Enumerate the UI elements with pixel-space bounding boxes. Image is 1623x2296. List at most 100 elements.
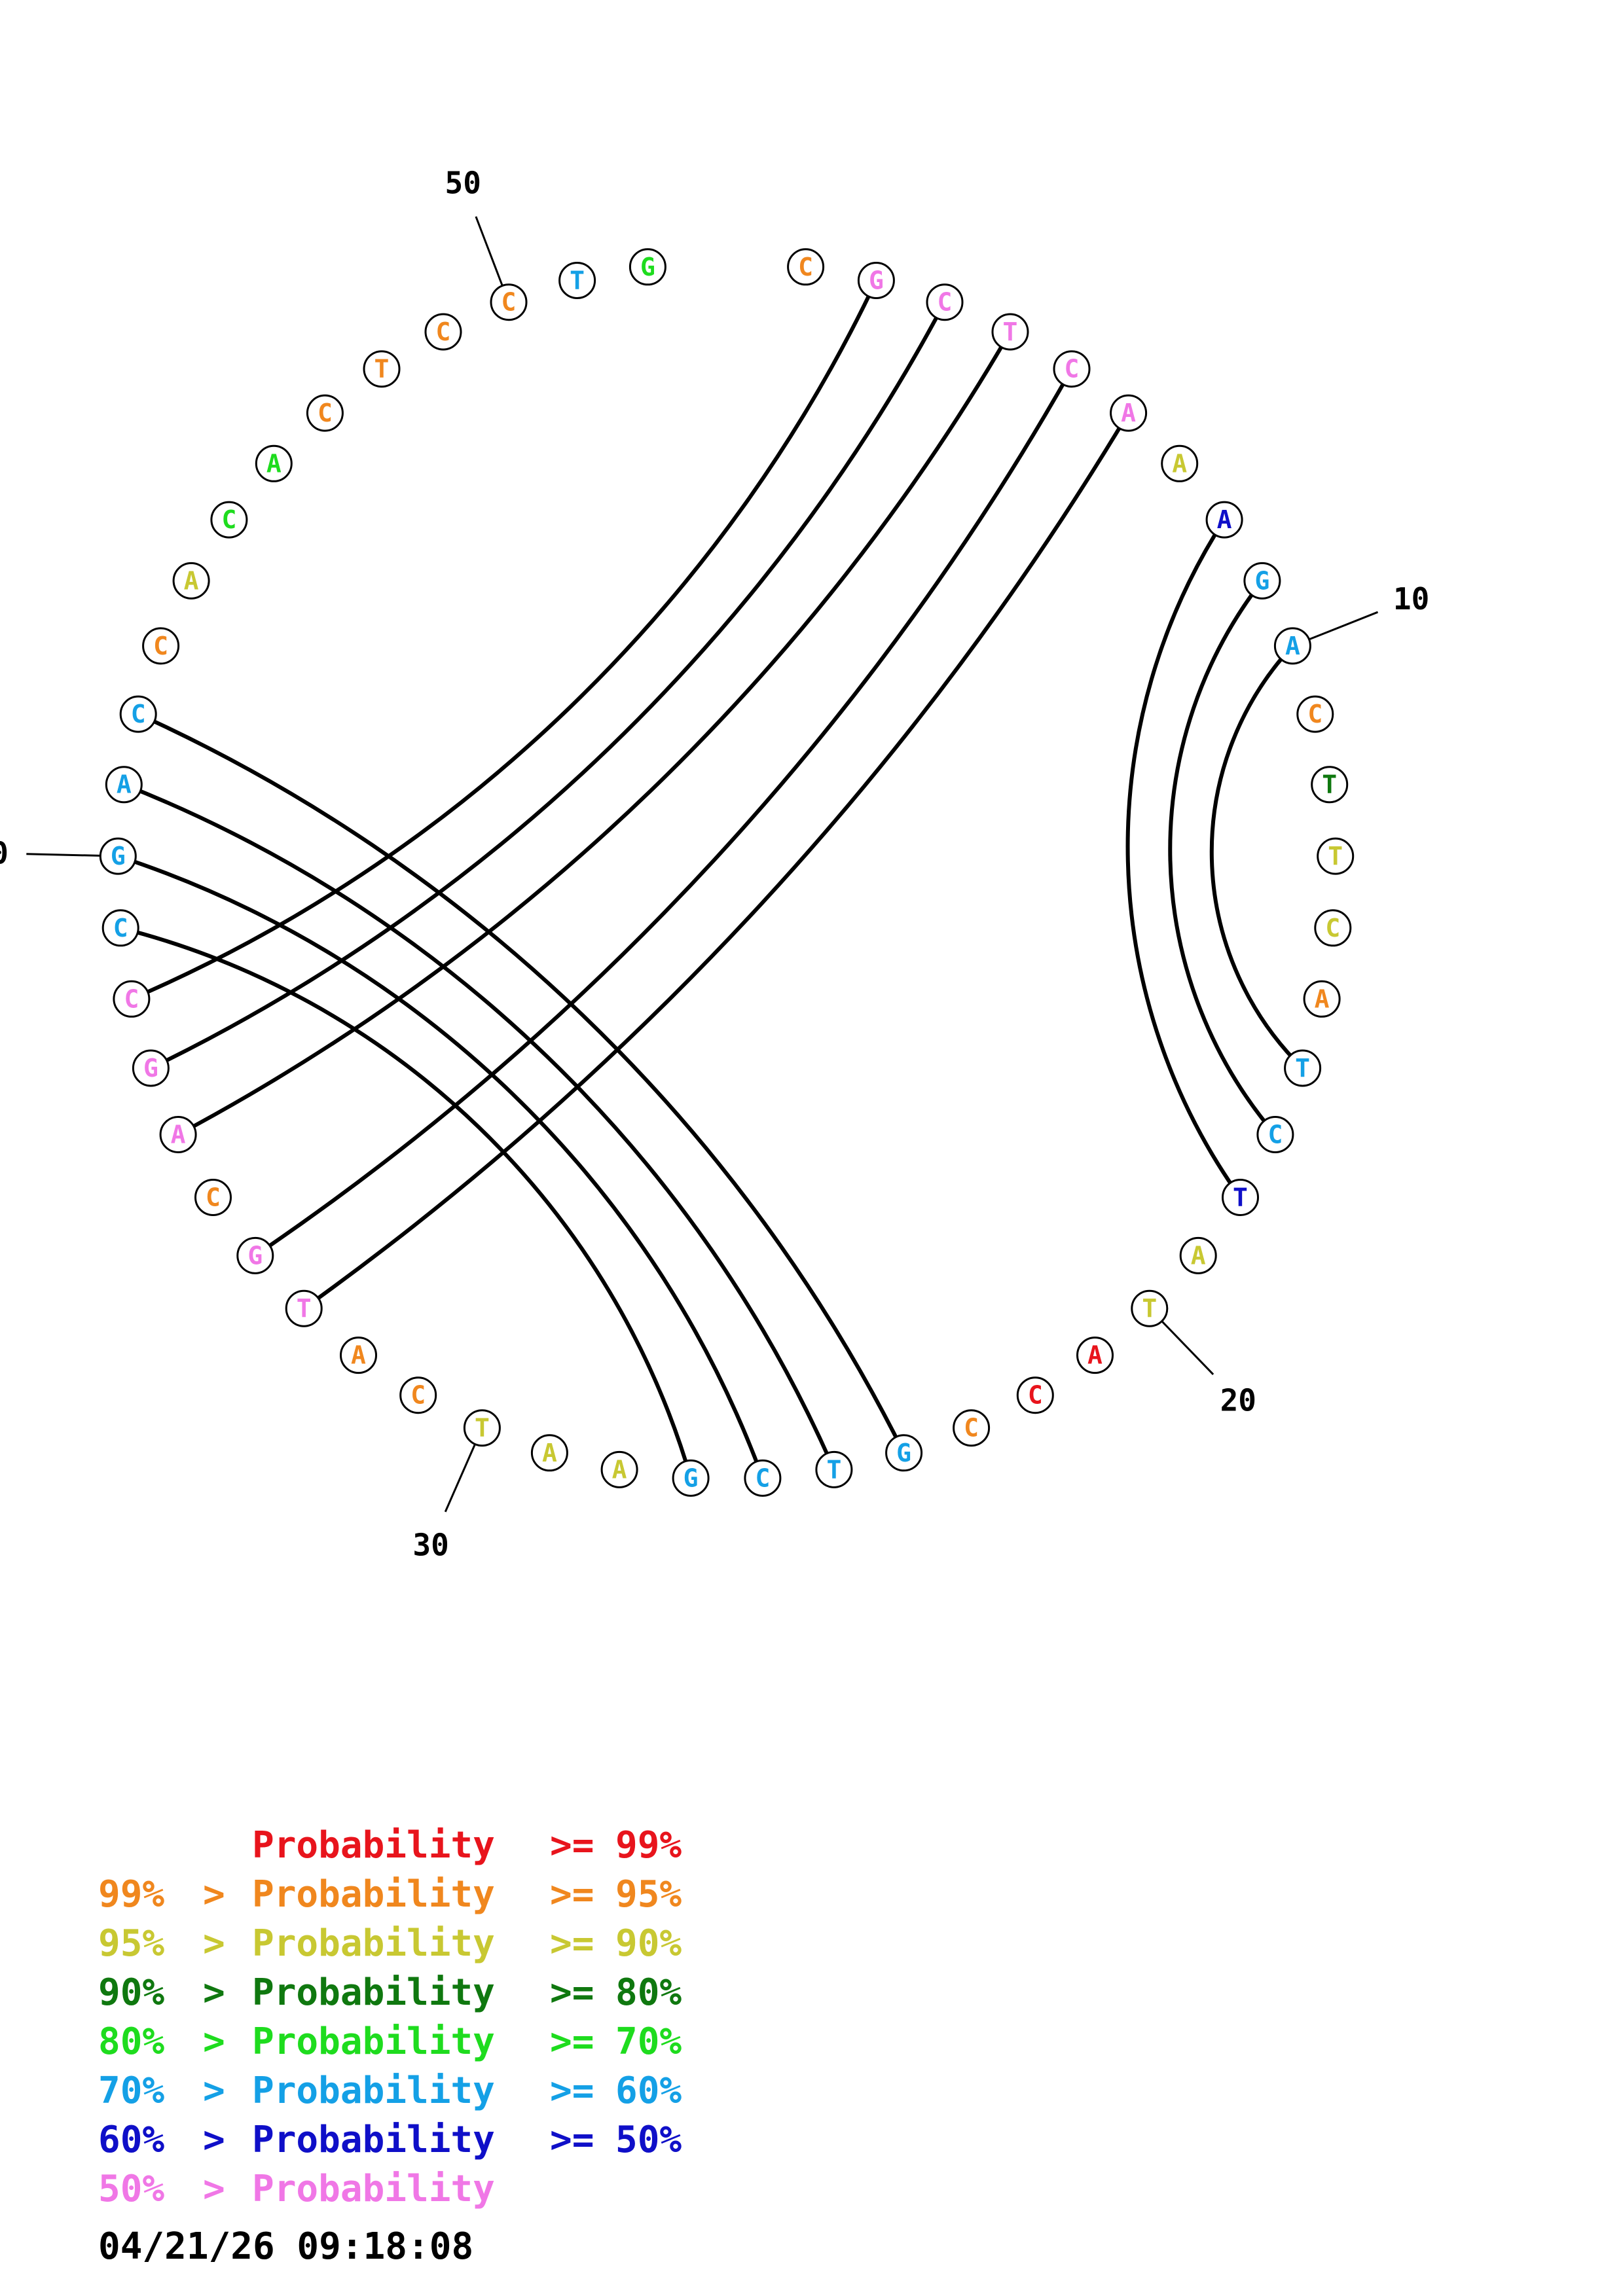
legend-row: 90% > Probability >= 80%	[98, 1968, 682, 2017]
nucleotide-letter: A	[542, 1439, 557, 1467]
nucleotide-letter: A	[171, 1121, 186, 1149]
position-labels: 10 20 30 40 50	[0, 166, 1429, 1563]
legend-operator: >	[203, 1873, 225, 1916]
nucleotide-letter: G	[640, 253, 655, 281]
nucleotide-circle	[159, 1116, 197, 1153]
nucleotide-letter: T	[297, 1294, 312, 1323]
nucleotide-circle	[629, 248, 666, 286]
nucleotide: A	[105, 766, 143, 804]
base-pair-arc	[1209, 644, 1304, 1070]
legend-lower-bound: 99%	[98, 1873, 165, 1916]
nucleotide-circle	[1179, 1236, 1217, 1274]
timestamp: 04/21/26 09:18:08	[98, 2225, 474, 2268]
legend-operator: >	[203, 1971, 225, 2014]
position-leader-lines	[26, 216, 1379, 1513]
nucleotide-circle	[142, 627, 180, 665]
base-pair-arc	[123, 782, 836, 1471]
nucleotide: C	[1053, 350, 1091, 388]
position-leader	[26, 853, 101, 857]
nucleotide-letter: T	[1328, 842, 1343, 870]
nucleotide-letter: C	[436, 317, 451, 346]
nucleotide: G	[629, 248, 666, 286]
nucleotide-circle	[363, 350, 401, 388]
nucleotide-circle	[953, 1409, 991, 1447]
nucleotide: A	[1205, 501, 1243, 539]
nucleotide-circle	[101, 909, 139, 947]
nucleotide-letter: A	[1172, 449, 1187, 478]
nucleotide-letter: A	[612, 1455, 627, 1484]
position-leader	[444, 1443, 476, 1513]
nucleotide-circle	[1243, 562, 1281, 600]
nucleotide: T	[1284, 1049, 1322, 1087]
nucleotide: G	[236, 1236, 274, 1274]
legend-comparator: >=	[550, 2070, 594, 2112]
legend-row: 70% > Probability >= 60%	[98, 2066, 682, 2115]
nucleotide-letter: T	[826, 1455, 841, 1484]
nucleotide-circle	[1317, 837, 1355, 875]
nucleotide-letter: A	[117, 770, 132, 799]
nucleotide-letter: T	[1142, 1294, 1157, 1323]
base-pair-arc	[150, 301, 947, 1070]
nucleotide: A	[1076, 1336, 1114, 1374]
nucleotide-circle	[210, 501, 248, 539]
nucleotide-letter: A	[1315, 984, 1330, 1013]
nucleotide-letter: C	[964, 1414, 979, 1443]
nucleotide-letter: T	[1295, 1054, 1310, 1083]
nucleotide-letter: C	[501, 288, 517, 317]
legend-operator: >	[203, 2119, 225, 2161]
nucleotide-letter: C	[206, 1183, 221, 1212]
nucleotide-circle	[744, 1459, 782, 1497]
nucleotide-circle	[1131, 1289, 1169, 1327]
nucleotide-letter: C	[1267, 1121, 1283, 1149]
nucleotide: C	[101, 909, 139, 947]
nucleotide-circle	[1314, 909, 1352, 947]
nucleotide-circle	[194, 1179, 232, 1216]
nucleotide: T	[558, 262, 596, 299]
position-label: 30	[412, 1527, 448, 1562]
position-leader	[475, 216, 503, 287]
legend-operator: >	[203, 2070, 225, 2112]
nucleotide-letter: A	[1121, 399, 1136, 427]
legend-lower-bound: 70%	[98, 2070, 165, 2112]
nucleotide: A	[1273, 627, 1311, 665]
base-pair-arc	[1168, 579, 1277, 1136]
nucleotide: C	[119, 695, 157, 733]
position-label: 50	[445, 166, 481, 201]
legend-upper-bound: 99%	[615, 1824, 682, 1867]
nucleotide: A	[172, 562, 210, 600]
nucleotide-circle	[306, 394, 344, 432]
nucleotide-circle	[172, 562, 210, 600]
legend-comparator: >=	[550, 1824, 594, 1867]
nucleotide: C	[210, 501, 248, 539]
nucleotide: G	[99, 837, 137, 875]
nucleotide-circle	[340, 1336, 377, 1374]
nucleotide: C	[113, 980, 151, 1018]
legend-upper-bound: 95%	[615, 1873, 682, 1916]
nucleotide-circle	[285, 1289, 323, 1327]
nucleotide-circle	[105, 766, 143, 804]
nucleotide-letter: C	[131, 700, 146, 728]
nucleotide: T	[363, 350, 401, 388]
nucleotide-circle	[1110, 394, 1148, 432]
nucleotide-letter: C	[113, 914, 128, 942]
nucleotide: A	[159, 1116, 197, 1153]
base-pair-arc	[137, 712, 906, 1454]
nucleotide: C	[1256, 1116, 1294, 1153]
nucleotide-circle	[672, 1459, 710, 1497]
nucleotide: T	[1317, 837, 1355, 875]
nucleotide: A	[1303, 980, 1341, 1018]
nucleotide-circle	[1284, 1049, 1322, 1087]
nucleotide-letter: G	[143, 1054, 158, 1083]
nucleotide: A	[1110, 394, 1148, 432]
nucleotide: G	[857, 262, 895, 299]
legend-row: 80% > Probability >= 70%	[98, 2017, 682, 2066]
nucleotide: C	[1016, 1376, 1054, 1414]
nucleotide: G	[672, 1459, 710, 1497]
nucleotide-letter: A	[1217, 505, 1232, 534]
position-leader	[1308, 611, 1379, 641]
nucleotide-letter: T	[1003, 317, 1018, 346]
nucleotide: C	[953, 1409, 991, 1447]
legend-comparator: >=	[550, 2119, 594, 2161]
nucleotide: T	[991, 313, 1029, 351]
nucleotide-letter: C	[153, 632, 168, 660]
